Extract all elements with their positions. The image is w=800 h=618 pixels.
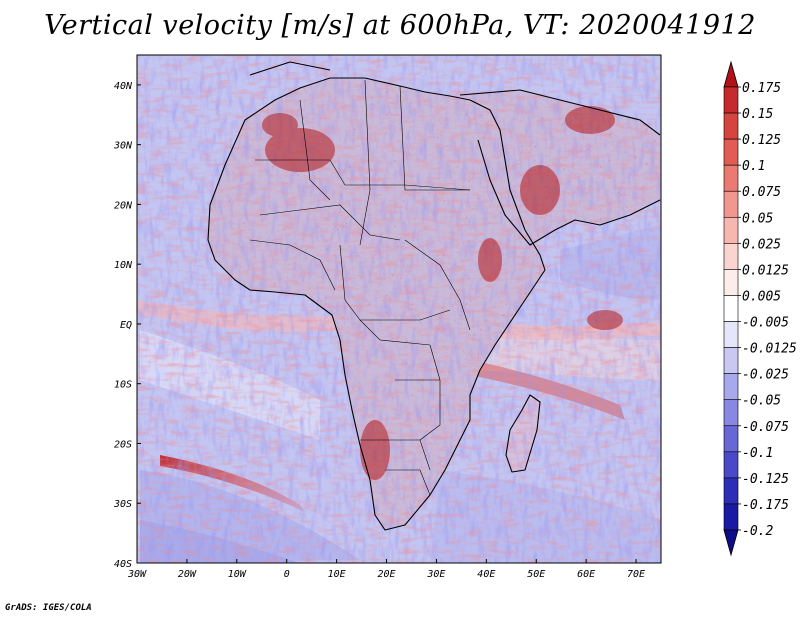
colorbar-swatch bbox=[723, 216, 739, 244]
colorbar-swatch bbox=[723, 243, 739, 270]
y-axis: 40N 30N 20N 10N EQ 10S 20S 30S 40S bbox=[113, 81, 141, 570]
colorbar-swatch bbox=[723, 112, 739, 140]
colorbar-label: 0.0125 bbox=[742, 263, 789, 278]
map-frame bbox=[136, 54, 662, 564]
colorbar-label: -0.05 bbox=[742, 394, 781, 409]
x-tick-label: 30W bbox=[127, 569, 147, 580]
x-tick-label: 10E bbox=[328, 569, 346, 580]
x-tick-label: 40E bbox=[477, 569, 495, 580]
field-layer bbox=[137, 55, 661, 563]
colorbar-bottom-arrow bbox=[723, 529, 739, 557]
colorbar-swatch bbox=[723, 295, 739, 322]
y-tick-label: 10N bbox=[114, 260, 133, 271]
colorbar: 0.175 0.15 0.125 0.1 0.075 0.05 0.025 0.0125 0.0… bbox=[723, 60, 797, 557]
colorbar-swatch bbox=[723, 399, 739, 427]
country-borders bbox=[249, 79, 471, 496]
y-tick-label: 10S bbox=[114, 380, 132, 391]
colorbar-swatch bbox=[723, 321, 739, 348]
colorbar-label: 0.005 bbox=[742, 289, 781, 304]
y-tick-label: 20N bbox=[114, 200, 133, 211]
colorbar-top-arrow bbox=[723, 60, 739, 88]
colorbar-label: -0.0125 bbox=[742, 342, 797, 357]
colorbar-label: -0.1 bbox=[742, 446, 773, 461]
colorbar-swatch bbox=[723, 164, 739, 192]
colorbar-label: 0.05 bbox=[742, 211, 773, 226]
colorbar-swatch bbox=[723, 425, 739, 453]
y-tick-label: EQ bbox=[120, 320, 132, 331]
colorbar-label: 0.075 bbox=[742, 185, 781, 200]
coastlines bbox=[207, 61, 661, 531]
x-tick-label: 20E bbox=[377, 569, 395, 580]
colorbar-label: 0.1 bbox=[742, 159, 765, 174]
y-tick-label: 40N bbox=[114, 81, 133, 92]
colorbar-label: -0.2 bbox=[742, 524, 773, 539]
x-tick-label: 70E bbox=[627, 569, 645, 580]
x-axis: 30W 20W 10W 0 10E 20E 30E 40E 50E 60E 70E bbox=[127, 559, 645, 580]
grads-credit: GrADS: IGES/COLA bbox=[5, 603, 92, 613]
colorbar-label: 0.025 bbox=[742, 237, 781, 252]
colorbar-label: -0.005 bbox=[742, 316, 789, 331]
colorbar-swatch bbox=[723, 451, 739, 479]
chart-title: Vertical velocity [m/s] at 600hPa, VT: 2… bbox=[44, 10, 756, 41]
colorbar-swatch bbox=[723, 373, 739, 401]
colorbar-label: -0.175 bbox=[742, 498, 789, 513]
colorbar-swatch bbox=[723, 86, 739, 114]
x-tick-label: 60E bbox=[577, 569, 595, 580]
y-tick-label: 20S bbox=[114, 439, 132, 450]
colorbar-swatch bbox=[723, 269, 739, 296]
y-tick-label: 30N bbox=[113, 141, 133, 152]
colorbar-label: -0.025 bbox=[742, 368, 789, 383]
y-tick-label: 30S bbox=[113, 499, 132, 510]
x-tick-label: 30E bbox=[426, 569, 445, 580]
x-tick-label: 20W bbox=[178, 569, 197, 580]
colorbar-swatch bbox=[723, 190, 739, 218]
x-tick-label: 10W bbox=[228, 569, 247, 580]
y-tick-label: 40S bbox=[114, 559, 132, 570]
colorbar-label: 0.15 bbox=[742, 107, 773, 122]
colorbar-label: -0.125 bbox=[742, 472, 789, 487]
colorbar-swatch bbox=[723, 503, 739, 531]
colorbar-label: 0.175 bbox=[742, 81, 781, 96]
colorbar-label: 0.125 bbox=[742, 133, 781, 148]
colorbar-swatch bbox=[723, 477, 739, 505]
x-tick-label: 50E bbox=[527, 569, 545, 580]
colorbar-swatch bbox=[723, 347, 739, 374]
colorbar-label: -0.075 bbox=[742, 420, 789, 435]
colorbar-swatch bbox=[723, 138, 739, 166]
x-tick-label: 0 bbox=[284, 569, 290, 580]
